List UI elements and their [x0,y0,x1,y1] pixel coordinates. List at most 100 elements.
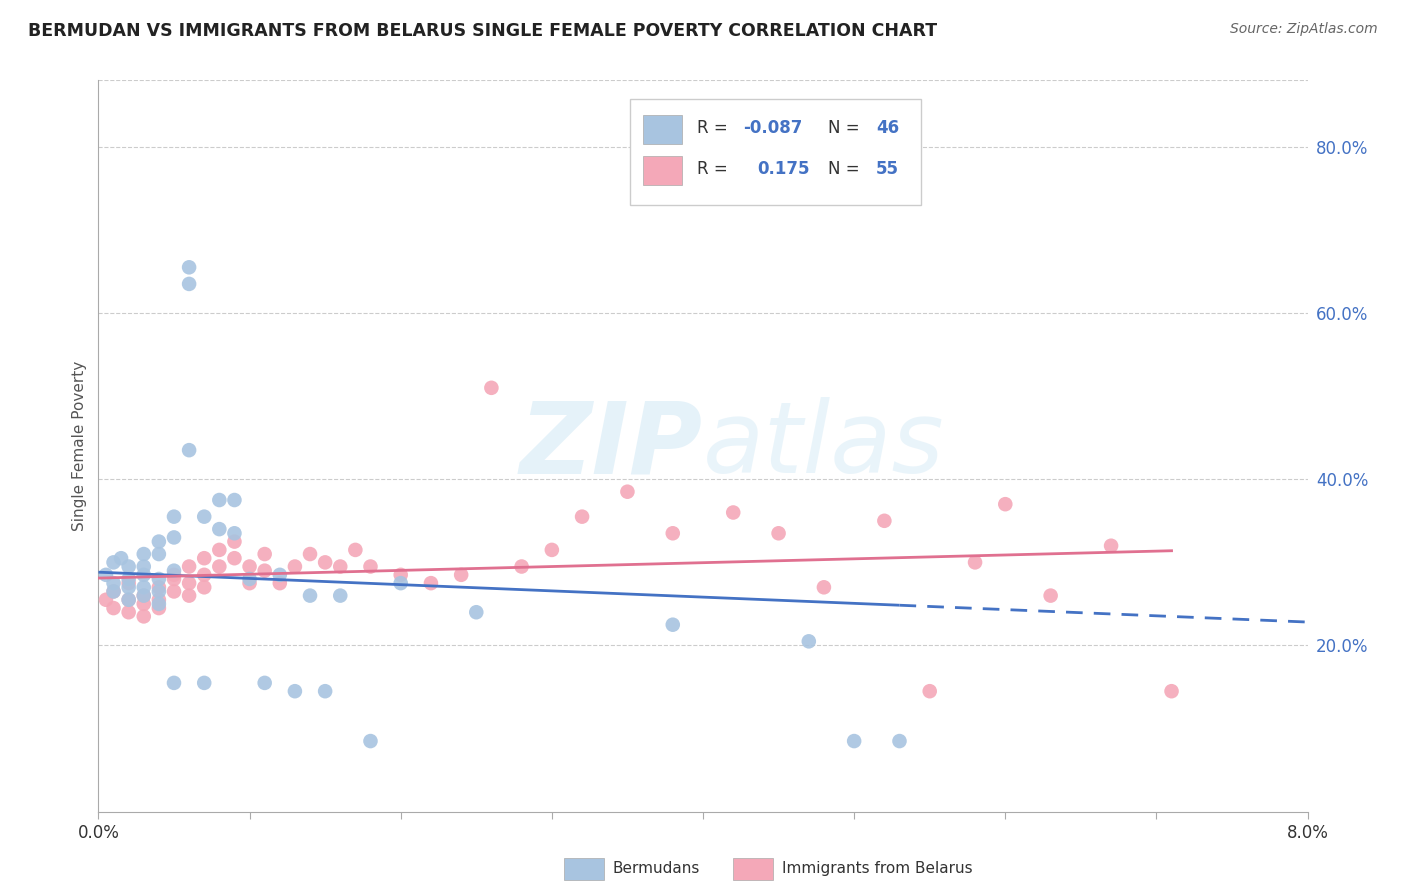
Point [208,542,231,557]
Point [193,551,215,566]
Point [148,580,170,594]
Bar [643,155,682,185]
Point [239,559,262,574]
Point [148,547,170,561]
Text: N =: N = [828,160,865,178]
Point [284,684,307,698]
Point [110,551,132,566]
Point [118,572,141,586]
Point [148,534,170,549]
Point [299,547,322,561]
Point [132,547,155,561]
Point [132,609,155,624]
Text: Immigrants from Belarus: Immigrants from Belarus [782,862,972,876]
Point [844,734,866,748]
Point [193,580,215,594]
Point [179,277,201,291]
Point [163,584,186,599]
Point [360,559,382,574]
Point [224,551,246,566]
Point [179,260,201,275]
Point [148,601,170,615]
Text: 0.175: 0.175 [758,160,810,178]
Point [269,576,291,591]
Point [132,580,155,594]
FancyBboxPatch shape [630,99,921,204]
Point [344,542,367,557]
Point [224,534,246,549]
Point [163,572,186,586]
Bar [564,858,603,880]
Point [965,555,987,569]
Point [179,589,201,603]
Point [118,592,141,607]
Point [103,576,125,591]
Text: 46: 46 [876,119,898,136]
Y-axis label: Single Female Poverty: Single Female Poverty [72,361,87,531]
Point [768,526,790,541]
Point [253,676,276,690]
Point [540,542,562,557]
Point [103,601,125,615]
Point [94,592,117,607]
Point [163,509,186,524]
Point [465,605,488,619]
Point [253,547,276,561]
Point [873,514,896,528]
Point [510,559,533,574]
Point [571,509,593,524]
Point [193,567,215,582]
Bar [643,115,682,144]
Point [118,592,141,607]
Point [224,526,246,541]
Point [163,564,186,578]
Point [179,559,201,574]
Point [994,497,1017,511]
Point [148,584,170,599]
Text: Bermudans: Bermudans [613,862,700,876]
Point [118,559,141,574]
Point [616,484,638,499]
Point [103,555,125,569]
Text: R =: R = [697,119,733,136]
Point [314,555,336,569]
Point [314,684,336,698]
Point [208,559,231,574]
Point [1099,539,1122,553]
Point [163,530,186,544]
Point [132,589,155,603]
Point [224,493,246,508]
Text: R =: R = [697,160,733,178]
Point [118,580,141,594]
Point [103,584,125,599]
Point [723,506,745,520]
Point [239,572,262,586]
Point [118,605,141,619]
Point [450,567,472,582]
Point [889,734,911,748]
Point [813,580,835,594]
Point [661,617,683,632]
Point [118,576,141,591]
Point [420,576,443,591]
Point [208,522,231,536]
Point [163,567,186,582]
Point [1039,589,1062,603]
Point [269,567,291,582]
Point [1160,684,1182,698]
Point [661,526,683,541]
Point [208,493,231,508]
Point [148,592,170,607]
Point [481,381,503,395]
Point [329,589,352,603]
Point [284,559,307,574]
Point [103,584,125,599]
Point [918,684,941,698]
Point [389,567,412,582]
Point [193,509,215,524]
Point [94,567,117,582]
Point [239,576,262,591]
Point [148,572,170,586]
Bar [734,858,773,880]
Point [389,576,412,591]
